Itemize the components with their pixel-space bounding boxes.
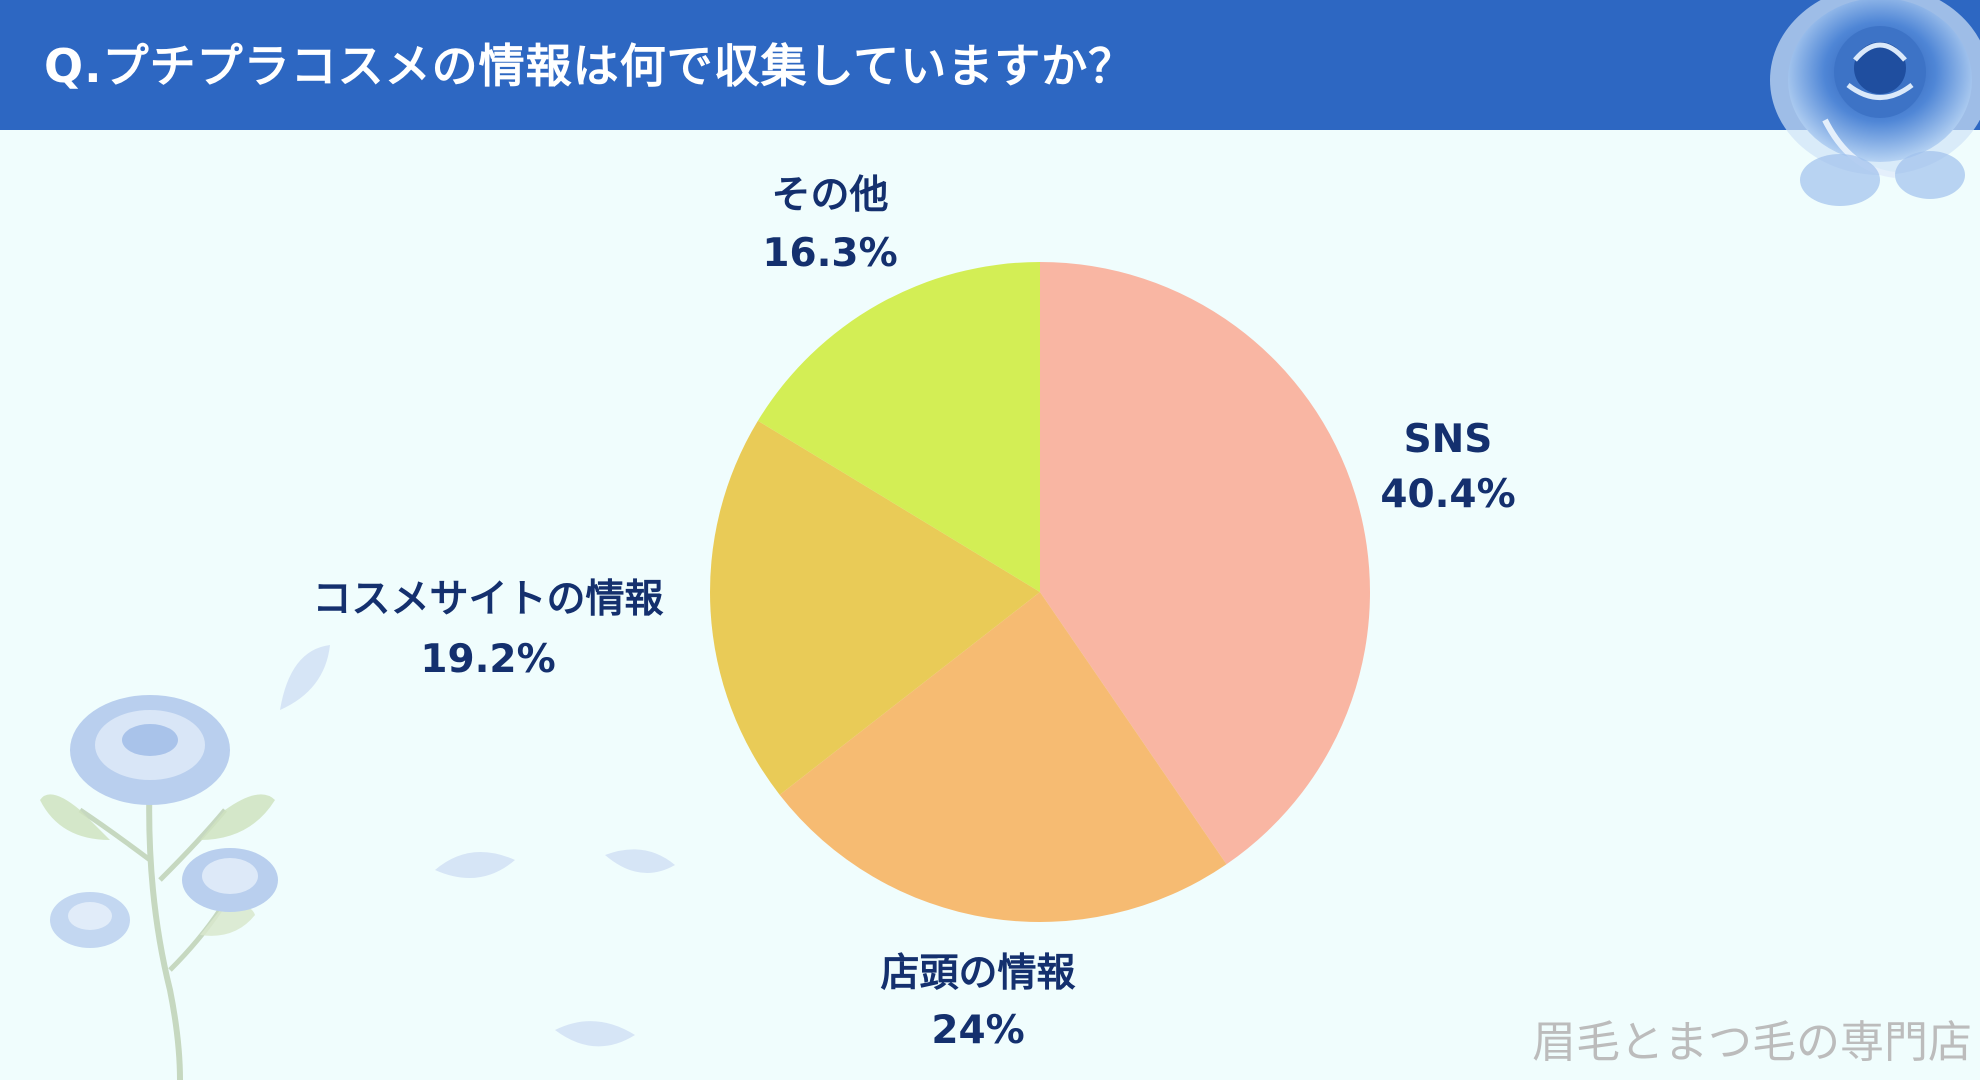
header-bar: Q.プチプラコスメの情報は何で収集していますか？: [0, 0, 1980, 130]
petal-icon: [280, 645, 330, 710]
slice-label-name: その他: [771, 173, 888, 218]
slice-label-value: 19.2%: [420, 637, 555, 682]
slice-label-cosme-site: コスメサイトの情報 19.2%: [312, 577, 663, 682]
slice-label-store: 店頭の情報 24%: [880, 951, 1075, 1053]
petal-icon: [555, 1021, 635, 1047]
pie-slices: [710, 262, 1370, 922]
pie-slice-cosme-site: [710, 420, 1040, 795]
slice-label-other: その他 16.3%: [762, 173, 897, 276]
blue-rose-stem-icon: [40, 695, 278, 1080]
slice-label-name: 店頭の情報: [880, 951, 1075, 996]
petal-icon: [605, 849, 675, 873]
slice-label-sns: SNS 40.4%: [1380, 417, 1515, 517]
pie-slice-sns: [1040, 262, 1370, 865]
slice-label-value: 16.3%: [762, 231, 897, 276]
petal-icon: [435, 852, 515, 878]
slice-label-name: SNS: [1404, 417, 1493, 462]
page-title: Q.プチプラコスメの情報は何で収集していますか？: [44, 39, 1136, 93]
pie-slice-store: [779, 592, 1227, 922]
slice-label-name: コスメサイトの情報: [312, 577, 663, 622]
blue-rose-top-right-icon: [1770, 0, 1980, 206]
pie-slice-other: [757, 262, 1040, 592]
watermark: 眉毛とまつ毛の専門店: [1532, 1017, 1972, 1068]
slice-label-value: 40.4%: [1380, 472, 1515, 517]
slice-label-value: 24%: [931, 1008, 1024, 1053]
